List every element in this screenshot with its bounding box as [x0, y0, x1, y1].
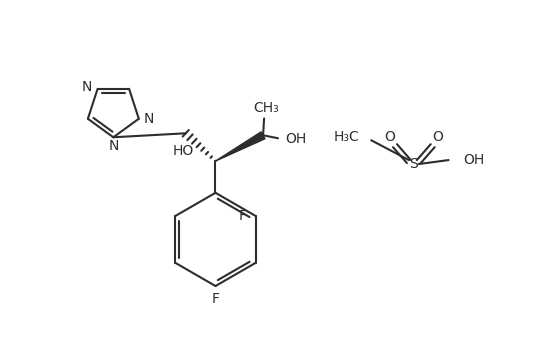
- Text: O: O: [384, 130, 395, 144]
- Text: HO: HO: [173, 144, 194, 158]
- Text: OH: OH: [285, 132, 306, 146]
- Polygon shape: [216, 132, 265, 161]
- Text: F: F: [212, 292, 219, 306]
- Text: CH₃: CH₃: [253, 101, 279, 116]
- Text: OH: OH: [464, 153, 485, 167]
- Text: N: N: [144, 112, 154, 126]
- Text: S: S: [409, 157, 418, 171]
- Text: O: O: [432, 130, 443, 144]
- Text: F: F: [239, 209, 247, 223]
- Text: N: N: [108, 139, 119, 153]
- Text: N: N: [81, 80, 92, 94]
- Text: H₃C: H₃C: [333, 130, 359, 144]
